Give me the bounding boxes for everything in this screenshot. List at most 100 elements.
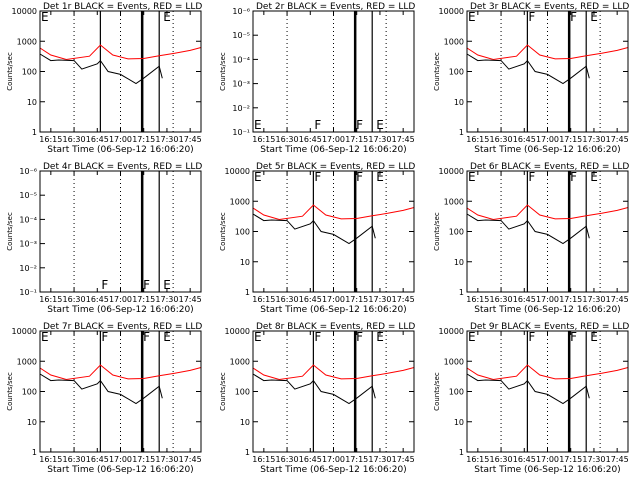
flag-marker-f: F — [314, 330, 321, 344]
x-tick-label: 16:45 — [86, 135, 109, 144]
x-tick-label: 17:00 — [322, 455, 345, 464]
flag-marker-e: E — [468, 10, 476, 24]
x-tick-label: 17:00 — [536, 135, 559, 144]
x-tick-label: 17:15 — [132, 295, 155, 304]
panel-title: Det 6r BLACK = Events, RED = LLD — [470, 162, 629, 172]
flag-marker-e: E — [254, 170, 262, 184]
y-tick-label: 1000 — [230, 197, 250, 206]
y-tick-label: 1 — [459, 128, 464, 137]
y-tick-label: 100 — [235, 228, 250, 237]
x-tick-label: 16:15 — [466, 295, 489, 304]
x-axis-label: Start Time (06-Sep-12 16:06:20) — [474, 465, 620, 475]
x-tick-label: 17:30 — [155, 455, 178, 464]
flag-marker-e: E — [468, 330, 476, 344]
flag-marker-f: F — [356, 118, 363, 132]
lld-series-line — [252, 204, 415, 221]
y-tick-label: 10000 — [439, 327, 464, 336]
y-tick-label: 10 — [454, 418, 464, 427]
x-tick-label: 17:45 — [392, 455, 415, 464]
x-tick-label: 16:15 — [252, 135, 275, 144]
y-tick-label: 10 — [27, 418, 37, 427]
x-tick-label: 17:00 — [109, 135, 132, 144]
x-tick-label: 16:30 — [490, 455, 513, 464]
flag-marker-f: F — [314, 170, 321, 184]
flag-marker-f: F — [570, 10, 577, 24]
x-tick-label: 17:15 — [559, 295, 582, 304]
x-tick-label: 16:45 — [299, 135, 322, 144]
x-axis-label: Start Time (06-Sep-12 16:06:20) — [47, 305, 193, 315]
flag-marker-e: E — [41, 330, 49, 344]
x-tick-label: 17:00 — [109, 455, 132, 464]
x-tick-label: 17:45 — [179, 135, 202, 144]
flag-marker-f: F — [570, 330, 577, 344]
y-tick-label: 10⁻⁶ — [19, 167, 37, 176]
y-tick-label: 10 — [240, 258, 250, 267]
y-axis-label: Counts/sec — [433, 212, 441, 251]
x-tick-label: 17:30 — [155, 295, 178, 304]
flag-marker-e: E — [163, 10, 171, 24]
x-tick-label: 16:30 — [63, 295, 86, 304]
events-series-line — [39, 53, 163, 85]
y-tick-label: 1000 — [230, 357, 250, 366]
y-tick-label: 10⁻¹ — [19, 288, 37, 297]
x-tick-label: 16:45 — [299, 295, 322, 304]
y-tick-label: 10⁻⁶ — [232, 7, 250, 16]
events-series-line — [252, 213, 376, 245]
panel-title: Det 7r BLACK = Events, RED = LLD — [43, 322, 202, 332]
events-series-line — [252, 373, 376, 405]
x-tick-label: 17:30 — [368, 295, 391, 304]
y-axis-label: Counts/sec — [433, 52, 441, 91]
flag-marker-e: E — [590, 330, 598, 344]
events-series-line — [39, 373, 163, 405]
flag-marker-f: F — [570, 170, 577, 184]
y-tick-label: 10 — [240, 418, 250, 427]
y-tick-label: 1 — [459, 288, 464, 297]
x-axis-label: Start Time (06-Sep-12 16:06:20) — [474, 305, 620, 315]
y-tick-label: 1 — [245, 288, 250, 297]
x-tick-label: 16:45 — [86, 295, 109, 304]
y-tick-label: 1 — [32, 448, 37, 457]
x-tick-label: 16:30 — [276, 135, 299, 144]
x-tick-label: 17:15 — [345, 455, 368, 464]
x-tick-label: 16:15 — [39, 135, 62, 144]
x-axis-label: Start Time (06-Sep-12 16:06:20) — [474, 145, 620, 155]
x-tick-label: 16:15 — [39, 295, 62, 304]
y-axis-label: Counts/sec — [219, 52, 227, 91]
x-axis-label: Start Time (06-Sep-12 16:06:20) — [260, 305, 406, 315]
x-tick-label: 17:15 — [132, 455, 155, 464]
x-tick-label: 17:15 — [132, 135, 155, 144]
y-tick-label: 10⁻⁵ — [19, 191, 37, 200]
y-tick-label: 100 — [449, 68, 464, 77]
panel-title: Det 4r BLACK = Events, RED = LLD — [43, 162, 202, 172]
y-tick-label: 10⁻⁴ — [19, 215, 37, 224]
lld-series-line — [39, 364, 202, 381]
x-tick-label: 17:30 — [582, 295, 605, 304]
flag-marker-f: F — [101, 330, 108, 344]
y-tick-label: 10⁻⁴ — [232, 55, 250, 64]
y-axis-label: Counts/sec — [6, 372, 14, 411]
x-tick-label: 17:45 — [392, 295, 415, 304]
x-tick-label: 17:15 — [559, 455, 582, 464]
x-tick-label: 16:15 — [466, 135, 489, 144]
x-axis-label: Start Time (06-Sep-12 16:06:20) — [47, 465, 193, 475]
x-tick-label: 17:00 — [322, 135, 345, 144]
x-tick-label: 17:00 — [536, 295, 559, 304]
flag-marker-e: E — [590, 10, 598, 24]
x-tick-label: 16:30 — [63, 135, 86, 144]
x-tick-label: 17:30 — [582, 135, 605, 144]
y-tick-label: 1000 — [444, 37, 464, 46]
y-tick-label: 10⁻¹ — [232, 128, 250, 137]
x-tick-label: 17:30 — [582, 455, 605, 464]
lld-series-line — [39, 44, 202, 61]
y-axis-label: Counts/sec — [219, 372, 227, 411]
panel-title: Det 1r BLACK = Events, RED = LLD — [43, 2, 202, 12]
x-tick-label: 16:45 — [299, 455, 322, 464]
panel-title: Det 3r BLACK = Events, RED = LLD — [470, 2, 629, 12]
flag-marker-e: E — [590, 170, 598, 184]
x-tick-label: 16:15 — [252, 295, 275, 304]
